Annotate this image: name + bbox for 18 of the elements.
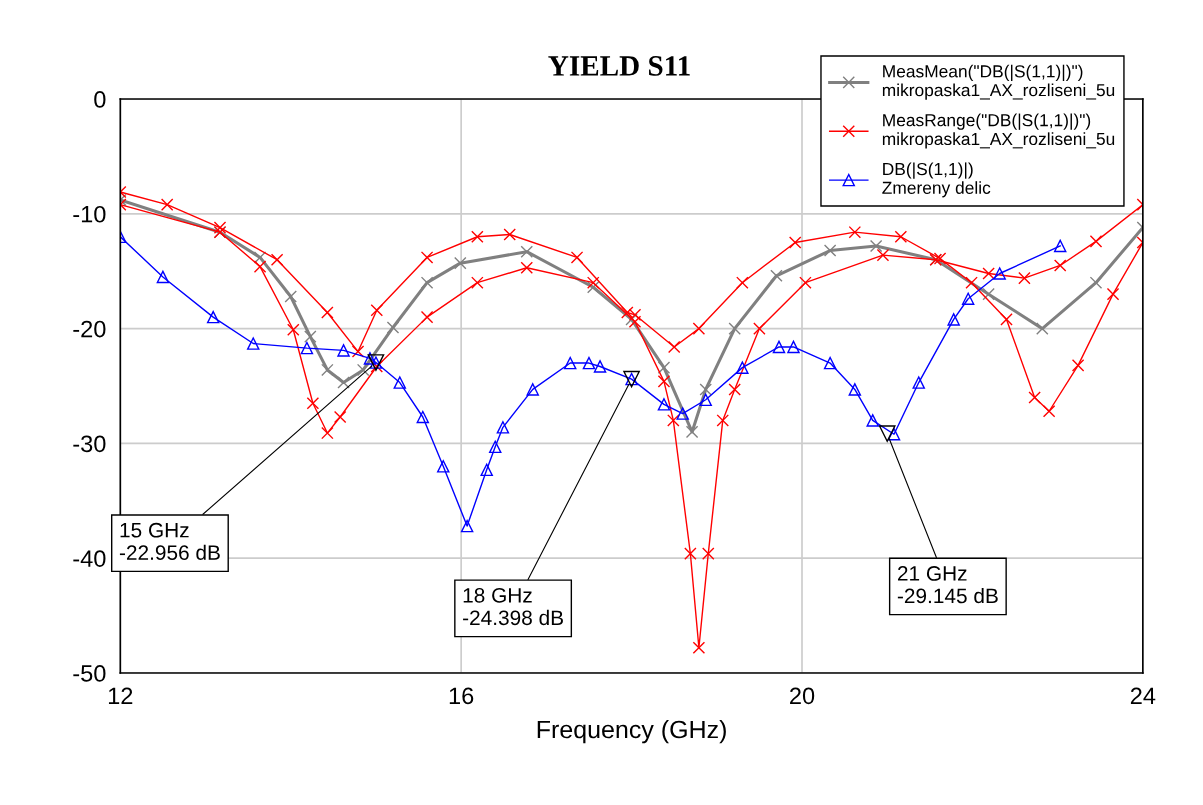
annotation: 18 GHz -24.398 dB xyxy=(463,587,563,626)
x-tick-label: 16 xyxy=(449,687,474,705)
chart-title: YIELD S11 xyxy=(548,56,690,76)
x-tick-label: 20 xyxy=(790,687,815,705)
annotation: 15 GHz -22.956 dB xyxy=(119,522,220,560)
y-tick-label: -20 xyxy=(73,320,106,338)
legend-label: MeasMean("DB(|S(1,1)|)") mikropaska1_AX_rozliseni_5u xyxy=(882,64,1115,100)
x-tick-label: 24 xyxy=(1130,687,1156,704)
y-tick-label: -10 xyxy=(73,205,106,223)
x-tick-label: 12 xyxy=(108,687,133,704)
y-tick-label: 0 xyxy=(94,91,106,108)
y-tick-label: -40 xyxy=(73,550,106,567)
y-tick-label: -50 xyxy=(73,665,106,682)
legend-label: MeasRange("DB(|S(1,1)|)") mikropaska1_AX_rozliseni_5u xyxy=(882,113,1115,149)
y-tick-label: -30 xyxy=(73,435,106,453)
annotation: 21 GHz -29.145 dB xyxy=(897,566,998,604)
legend-label: DB(|S(1,1)|) Zmereny delic xyxy=(882,162,991,198)
x-axis-title: Frequency (GHz) xyxy=(537,719,726,744)
